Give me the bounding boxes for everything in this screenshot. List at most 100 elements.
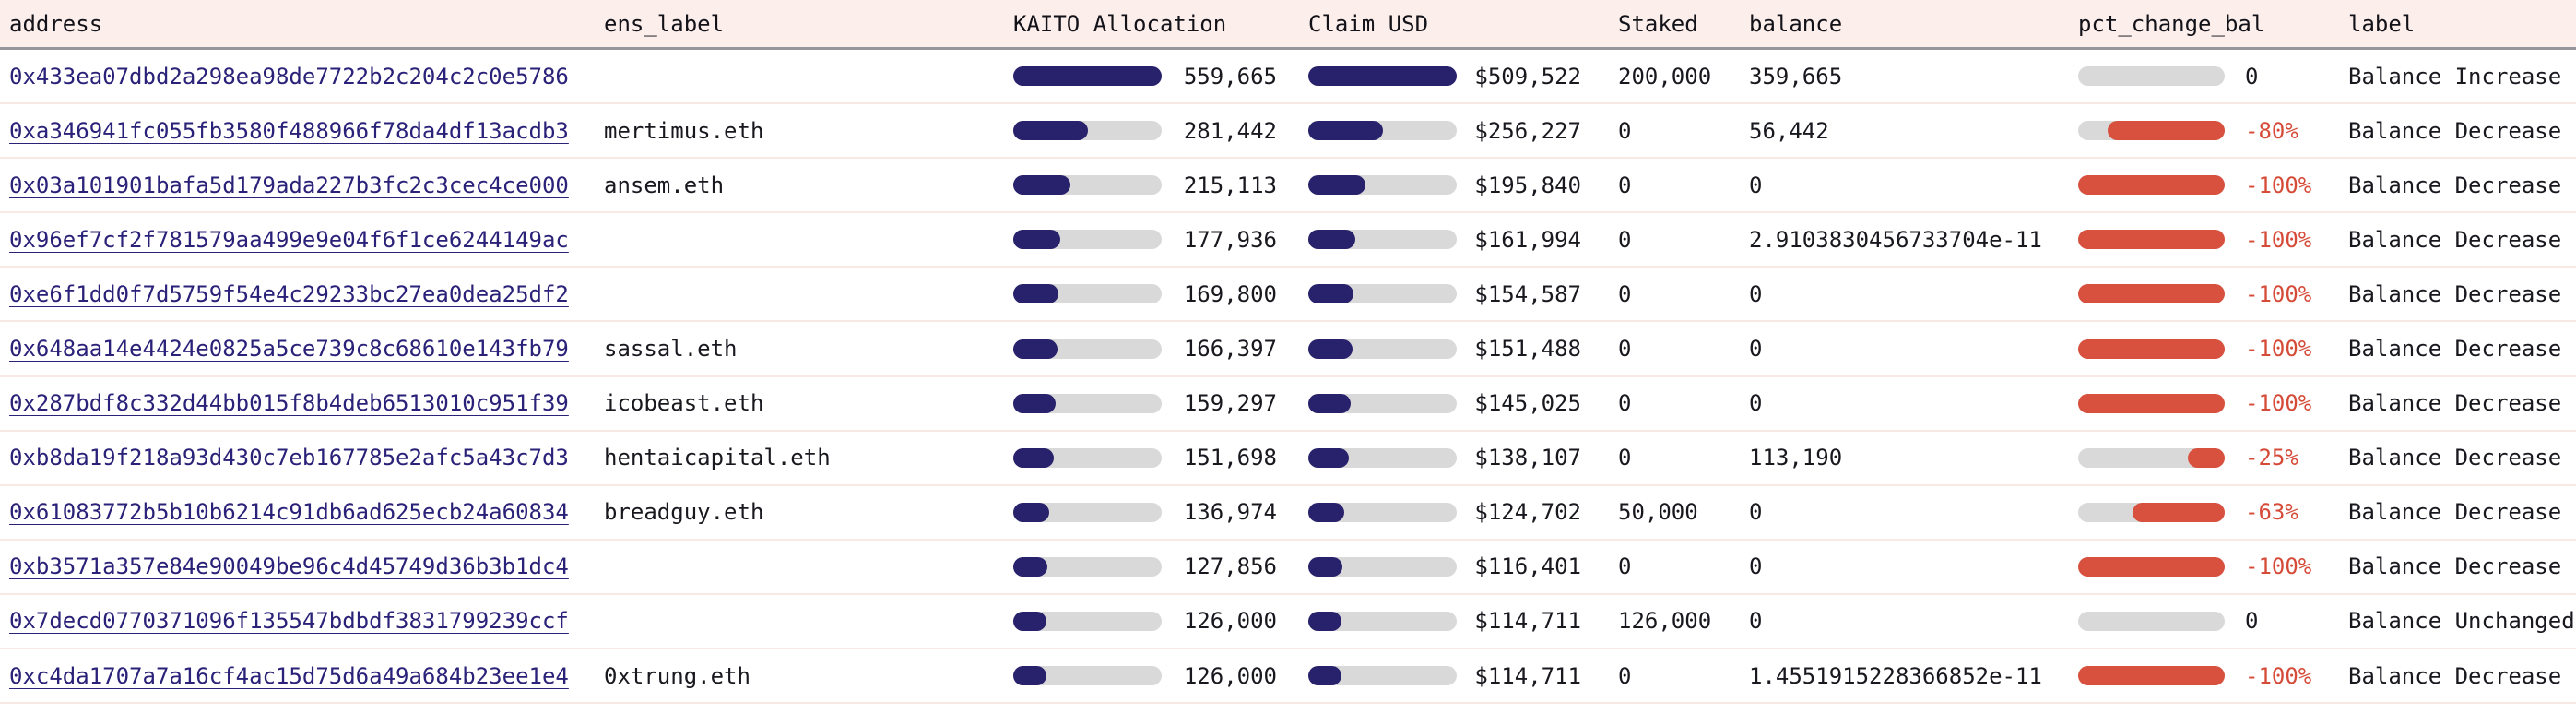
claim-usd-bar-track — [1308, 556, 1457, 577]
pct-change-cell: 0 — [2078, 64, 2348, 89]
kaito-allocation-bar-fill — [1013, 556, 1047, 577]
address-link[interactable]: 0x61083772b5b10b6214c91db6ad625ecb24a608… — [9, 499, 569, 526]
pct-change-bar-fill — [2107, 121, 2225, 141]
pct-change-bar-fill — [2078, 339, 2225, 359]
pct-change-bar-fill — [2078, 666, 2225, 686]
header-cell-pct-change-bal: pct_change_bal — [2078, 10, 2265, 37]
kaito-allocation-bar-fill — [1013, 66, 1162, 87]
address-link[interactable]: 0x648aa14e4424e0825a5ce739c8c68610e143fb… — [9, 336, 569, 363]
kaito-allocation-cell: 127,856 — [1013, 553, 1308, 579]
pct-change-value: 0 — [2245, 63, 2259, 89]
pct-change-value: -100% — [2245, 172, 2312, 198]
balance-value: 1.4551915228366852e-11 — [1749, 662, 2042, 689]
claim-usd-bar-track — [1308, 393, 1457, 413]
pct-change-bar-track — [2078, 502, 2225, 522]
kaito-allocation-value: 126,000 — [1183, 608, 1277, 635]
pct-change-cell: -63% — [2078, 499, 2348, 525]
claim-usd-value: $151,488 — [1474, 336, 1581, 363]
kaito-allocation-value: 126,000 — [1183, 662, 1277, 689]
table-row: 0xb3571a357e84e90049be96c4d45749d36b3b1d… — [0, 540, 2576, 595]
claim-usd-value: $116,401 — [1474, 553, 1581, 580]
claim-usd-value: $138,107 — [1474, 445, 1581, 471]
header-cell-kaito-allocation: KAITO Allocation — [1013, 10, 1227, 37]
kaito-allocation-bar-fill — [1013, 502, 1050, 522]
address-link[interactable]: 0xb8da19f218a93d430c7eb167785e2afc5a43c7… — [9, 445, 569, 471]
table-row: 0xc4da1707a7a16cf4ac15d75d6a49a684b23ee1… — [0, 649, 2576, 705]
table-row: 0xe6f1dd0f7d5759f54e4c29233bc27ea0dea25d… — [0, 268, 2576, 323]
claim-usd-bar-track — [1308, 121, 1457, 141]
balance-value: 0 — [1749, 172, 1763, 198]
row-label: Balance Decrease — [2348, 390, 2562, 417]
address-cell: 0x03a101901bafa5d179ada227b3fc2c3cec4ce0… — [0, 173, 604, 198]
claim-usd-cell: $145,025 — [1308, 390, 1618, 416]
pct-change-cell: -25% — [2078, 445, 2348, 470]
claim-usd-cell: $138,107 — [1308, 445, 1618, 470]
header-cell-ens-label: ens_label — [604, 10, 725, 37]
staked-value: 0 — [1618, 553, 1632, 580]
claim-usd-bar-track — [1308, 339, 1457, 359]
claim-usd-bar-fill — [1308, 666, 1342, 686]
pct-change-bar-fill — [2078, 393, 2225, 413]
balance-value: 0 — [1749, 390, 1763, 417]
pct-change-value: -100% — [2245, 662, 2312, 689]
kaito-allocation-cell: 136,974 — [1013, 499, 1308, 525]
kaito-allocation-value: 159,297 — [1183, 390, 1277, 417]
table-row: 0x648aa14e4424e0825a5ce739c8c68610e143fb… — [0, 322, 2576, 377]
address-cell: 0x96ef7cf2f781579aa499e9e04f6f1ce6244149… — [0, 227, 604, 253]
staked-value: 0 — [1618, 172, 1632, 198]
staked-value: 0 — [1618, 117, 1632, 144]
row-label: Balance Decrease — [2348, 336, 2562, 363]
claim-usd-value: $145,025 — [1474, 390, 1581, 417]
kaito-allocation-bar-fill — [1013, 666, 1047, 686]
header-cell-staked: Staked — [1618, 10, 1698, 37]
ens-label-cell: sassal.eth — [604, 336, 738, 363]
pct-change-bar-fill — [2132, 502, 2225, 522]
claim-usd-bar-fill — [1308, 393, 1351, 413]
kaito-allocation-bar-track — [1013, 121, 1162, 141]
address-link[interactable]: 0x433ea07dbd2a298ea98de7722b2c204c2c0e57… — [9, 63, 569, 89]
claim-usd-cell: $114,711 — [1308, 608, 1618, 634]
table-row: 0x433ea07dbd2a298ea98de7722b2c204c2c0e57… — [0, 50, 2576, 105]
pct-change-cell: -100% — [2078, 336, 2348, 362]
address-link[interactable]: 0xc4da1707a7a16cf4ac15d75d6a49a684b23ee1… — [9, 662, 569, 689]
balance-value: 56,442 — [1749, 117, 1829, 144]
row-label: Balance Increase — [2348, 63, 2562, 89]
kaito-allocation-bar-fill — [1013, 230, 1061, 250]
kaito-allocation-cell: 177,936 — [1013, 227, 1308, 253]
address-link[interactable]: 0x96ef7cf2f781579aa499e9e04f6f1ce6244149… — [9, 226, 569, 253]
staked-value: 0 — [1618, 226, 1632, 253]
address-link[interactable]: 0xe6f1dd0f7d5759f54e4c29233bc27ea0dea25d… — [9, 280, 569, 307]
address-link[interactable]: 0x7decd0770371096f135547bdbdf3831799239c… — [9, 608, 569, 635]
kaito-allocation-bar-track — [1013, 284, 1162, 304]
address-link[interactable]: 0x287bdf8c332d44bb015f8b4deb6513010c951f… — [9, 390, 569, 417]
claim-usd-bar-fill — [1308, 611, 1342, 631]
balance-value: 0 — [1749, 336, 1763, 363]
address-link[interactable]: 0xb3571a357e84e90049be96c4d45749d36b3b1d… — [9, 553, 569, 580]
claim-usd-bar-track — [1308, 175, 1457, 196]
balance-value: 0 — [1749, 280, 1763, 307]
claim-usd-value: $161,994 — [1474, 226, 1581, 253]
table-row: 0x61083772b5b10b6214c91db6ad625ecb24a608… — [0, 485, 2576, 541]
kaito-allocation-value: 166,397 — [1183, 336, 1277, 363]
address-cell: 0xe6f1dd0f7d5759f54e4c29233bc27ea0dea25d… — [0, 281, 604, 307]
pct-change-bar-track — [2078, 339, 2225, 359]
pct-change-bar-track — [2078, 175, 2225, 196]
claim-usd-value: $195,840 — [1474, 172, 1581, 198]
kaito-allocation-bar-track — [1013, 175, 1162, 196]
kaito-allocation-bar-track — [1013, 502, 1162, 522]
pct-change-bar-fill — [2188, 447, 2225, 468]
pct-change-value: -100% — [2245, 390, 2312, 417]
pct-change-bar-track — [2078, 611, 2225, 631]
address-cell: 0xb3571a357e84e90049be96c4d45749d36b3b1d… — [0, 553, 604, 579]
kaito-allocation-bar-track — [1013, 611, 1162, 631]
pct-change-cell: -100% — [2078, 227, 2348, 253]
header-cell-label: label — [2348, 10, 2416, 37]
address-link[interactable]: 0xa346941fc055fb3580f488966f78da4df13acd… — [9, 117, 569, 144]
pct-change-bar-track — [2078, 556, 2225, 577]
address-link[interactable]: 0x03a101901bafa5d179ada227b3fc2c3cec4ce0… — [9, 172, 569, 198]
pct-change-value: 0 — [2245, 608, 2259, 635]
table-row: 0xa346941fc055fb3580f488966f78da4df13acd… — [0, 104, 2576, 160]
claim-usd-bar-track — [1308, 66, 1457, 87]
pct-change-value: -100% — [2245, 226, 2312, 253]
claim-usd-bar-track — [1308, 502, 1457, 522]
